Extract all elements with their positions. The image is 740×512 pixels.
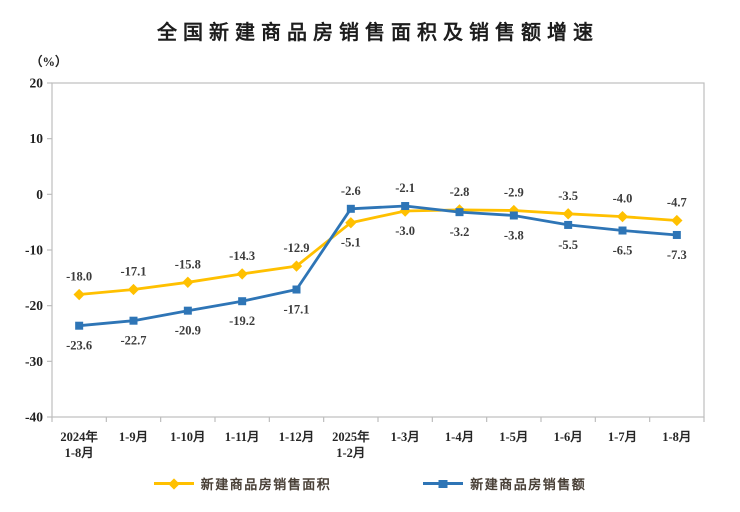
diamond-marker-icon (290, 260, 303, 272)
legend-item-sales-area: 新建商品房销售面积 (153, 474, 332, 493)
square-marker-icon (618, 226, 627, 235)
plot-border (51, 82, 705, 418)
data-label: -19.2 (229, 314, 255, 328)
data-label: -5.1 (341, 236, 361, 250)
x-axis-tick-label: 1-12月 (279, 430, 314, 444)
legend-label-sales-amount: 新建商品房销售额 (470, 477, 587, 492)
y-axis-tick-label: -40 (25, 410, 43, 425)
y-axis-tick-label: -20 (25, 298, 43, 313)
diamond-marker-icon (168, 477, 180, 490)
data-label: -2.8 (450, 185, 470, 199)
diamond-marker-icon (345, 217, 357, 229)
square-marker-icon (455, 208, 464, 217)
square-marker-icon (672, 230, 681, 239)
data-label: -3.2 (450, 225, 470, 239)
x-axis-tick-label: 1-2月 (336, 446, 365, 460)
data-label: -5.5 (558, 238, 578, 252)
y-axis-tick-label: 10 (30, 131, 44, 146)
square-marker-icon (401, 202, 410, 211)
legend-label-sales-area: 新建商品房销售面积 (200, 477, 332, 492)
x-axis-tick-label: 1-5月 (499, 430, 528, 444)
data-label: -20.9 (175, 324, 201, 338)
data-label: -2.1 (395, 181, 415, 195)
series-line-0 (77, 208, 679, 296)
data-label: -12.9 (283, 241, 309, 255)
data-label: -4.0 (613, 192, 633, 206)
square-marker-icon (346, 204, 355, 213)
x-axis-tick-label: 1-11月 (225, 430, 260, 444)
x-axis-tick-label: 1-3月 (391, 430, 420, 444)
square-marker-icon (75, 321, 84, 330)
data-label: -17.1 (283, 303, 309, 317)
data-label: -3.8 (504, 228, 524, 242)
diamond-marker-icon (73, 288, 85, 301)
data-label: -22.7 (120, 334, 146, 348)
square-marker-icon (292, 285, 301, 294)
y-axis-tick-label: -30 (25, 354, 43, 369)
data-label: -3.5 (558, 189, 578, 203)
x-axis-tick-label: 1-8月 (65, 446, 94, 460)
diamond-marker-icon (616, 210, 629, 223)
diamond-marker-icon (182, 276, 194, 288)
square-marker-icon (238, 297, 247, 306)
legend-item-sales-amount: 新建商品房销售额 (423, 474, 586, 493)
y-axis-tick-label: -10 (25, 243, 43, 258)
legend-line-sample (153, 477, 194, 490)
x-axis-tick-label: 1-4月 (445, 430, 474, 444)
x-axis-tick-label: 1-9月 (119, 430, 148, 444)
y-axis-tick-label: 20 (30, 76, 44, 91)
square-marker-icon (183, 306, 192, 315)
data-label: -2.9 (504, 185, 524, 199)
data-label: -18.0 (66, 270, 92, 284)
diamond-marker-icon (671, 214, 683, 227)
legend: 新建商品房销售面积 新建商品房销售额 (0, 474, 740, 493)
square-marker-icon (438, 479, 448, 488)
x-axis-tick-label: 1-8月 (662, 430, 691, 444)
data-label: -2.6 (341, 184, 361, 198)
series-line-1 (77, 204, 679, 328)
y-axis-tick-label: 0 (36, 187, 43, 202)
diamond-marker-icon (562, 208, 574, 220)
x-axis-tick-label: 1-10月 (170, 430, 205, 444)
data-label: -4.7 (667, 195, 687, 209)
data-label: -3.0 (395, 224, 415, 238)
diamond-marker-icon (127, 283, 140, 296)
data-label: -23.6 (66, 339, 92, 353)
data-label: -14.3 (229, 249, 255, 263)
y-axis-unit-label: （%） (30, 55, 68, 69)
data-label: -17.1 (120, 265, 146, 279)
diamond-marker-icon (236, 268, 248, 280)
square-marker-icon (129, 316, 138, 325)
data-label: -7.3 (667, 248, 687, 262)
data-label: -15.8 (175, 257, 201, 271)
square-marker-icon (564, 220, 573, 229)
data-label: -6.5 (613, 244, 633, 258)
chart-title: 全国新建商品房销售面积及销售额增速 (157, 22, 599, 44)
square-marker-icon (509, 211, 518, 220)
x-axis-tick-label: 2024年 (60, 429, 98, 444)
x-axis-tick-label: 2025年 (332, 429, 370, 444)
legend-line-sample (423, 479, 464, 488)
x-axis-tick-label: 1-6月 (554, 430, 583, 444)
x-axis-tick-label: 1-7月 (608, 430, 637, 444)
